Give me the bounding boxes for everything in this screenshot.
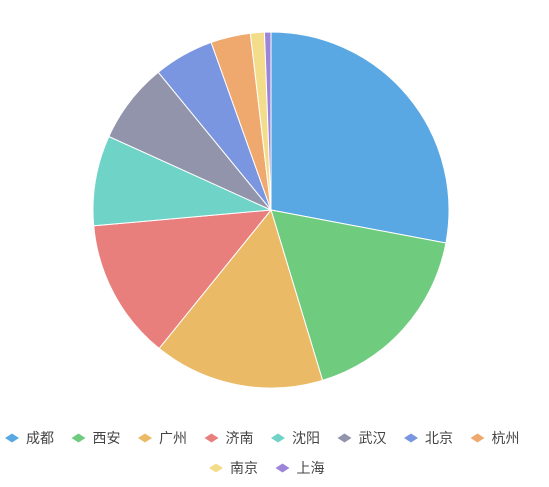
legend-marker-9 — [275, 463, 290, 473]
pie-slice-2[interactable] — [158, 208, 324, 389]
pie-slice-1[interactable] — [270, 209, 447, 381]
legend-label-8: 南京 — [230, 461, 258, 477]
pie-slice-4[interactable] — [92, 135, 273, 227]
legend-item-4[interactable]: 沈阳 — [271, 431, 320, 447]
legend-item-7[interactable]: 杭州 — [470, 431, 520, 447]
legend-label-7: 杭州 — [492, 431, 520, 447]
legend-label-5: 武汉 — [359, 431, 387, 447]
legend-marker-1 — [71, 433, 86, 443]
legend-marker-5 — [337, 433, 352, 443]
legend-marker-3 — [204, 433, 219, 443]
legend-marker-6 — [404, 433, 418, 443]
legend-label-3: 济南 — [226, 431, 254, 447]
pie-slices — [92, 31, 450, 389]
pie-slice-0[interactable] — [270, 31, 450, 244]
legend-marker-0 — [5, 433, 19, 443]
legend-item-3[interactable]: 济南 — [204, 431, 254, 447]
legend-label-9: 上海 — [297, 461, 325, 477]
legend-item-1[interactable]: 西安 — [71, 431, 121, 447]
pie-slice-9[interactable] — [263, 31, 272, 211]
legend-item-8[interactable]: 南京 — [209, 461, 258, 477]
legend-item-5[interactable]: 武汉 — [337, 431, 387, 447]
legend-item-0[interactable]: 成都 — [5, 431, 54, 447]
legend-item-6[interactable]: 北京 — [404, 431, 453, 447]
legend-marker-8 — [209, 463, 223, 473]
legend-item-9[interactable]: 上海 — [275, 461, 325, 477]
legend-label-6: 北京 — [425, 431, 453, 447]
legend-marker-2 — [138, 433, 152, 443]
legend-label-2: 广州 — [159, 431, 187, 447]
legend-label-0: 成都 — [26, 431, 54, 447]
pie-slice-3[interactable] — [93, 209, 273, 350]
legend-label-4: 沈阳 — [292, 431, 320, 447]
legend-marker-7 — [470, 433, 485, 443]
legend-label-1: 西安 — [93, 431, 121, 447]
legend-marker-4 — [271, 433, 285, 443]
legend-item-2[interactable]: 广州 — [138, 431, 187, 447]
